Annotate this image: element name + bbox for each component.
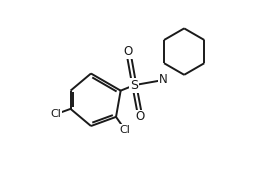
- Text: Cl: Cl: [50, 109, 61, 119]
- Text: N: N: [159, 73, 168, 87]
- Text: O: O: [124, 45, 133, 58]
- Text: S: S: [130, 79, 138, 92]
- Text: O: O: [136, 110, 145, 123]
- Text: Cl: Cl: [119, 125, 130, 135]
